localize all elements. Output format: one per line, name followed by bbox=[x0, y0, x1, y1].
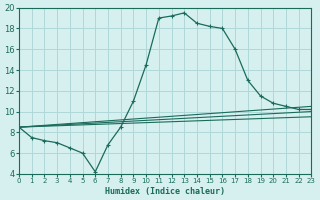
X-axis label: Humidex (Indice chaleur): Humidex (Indice chaleur) bbox=[105, 187, 225, 196]
